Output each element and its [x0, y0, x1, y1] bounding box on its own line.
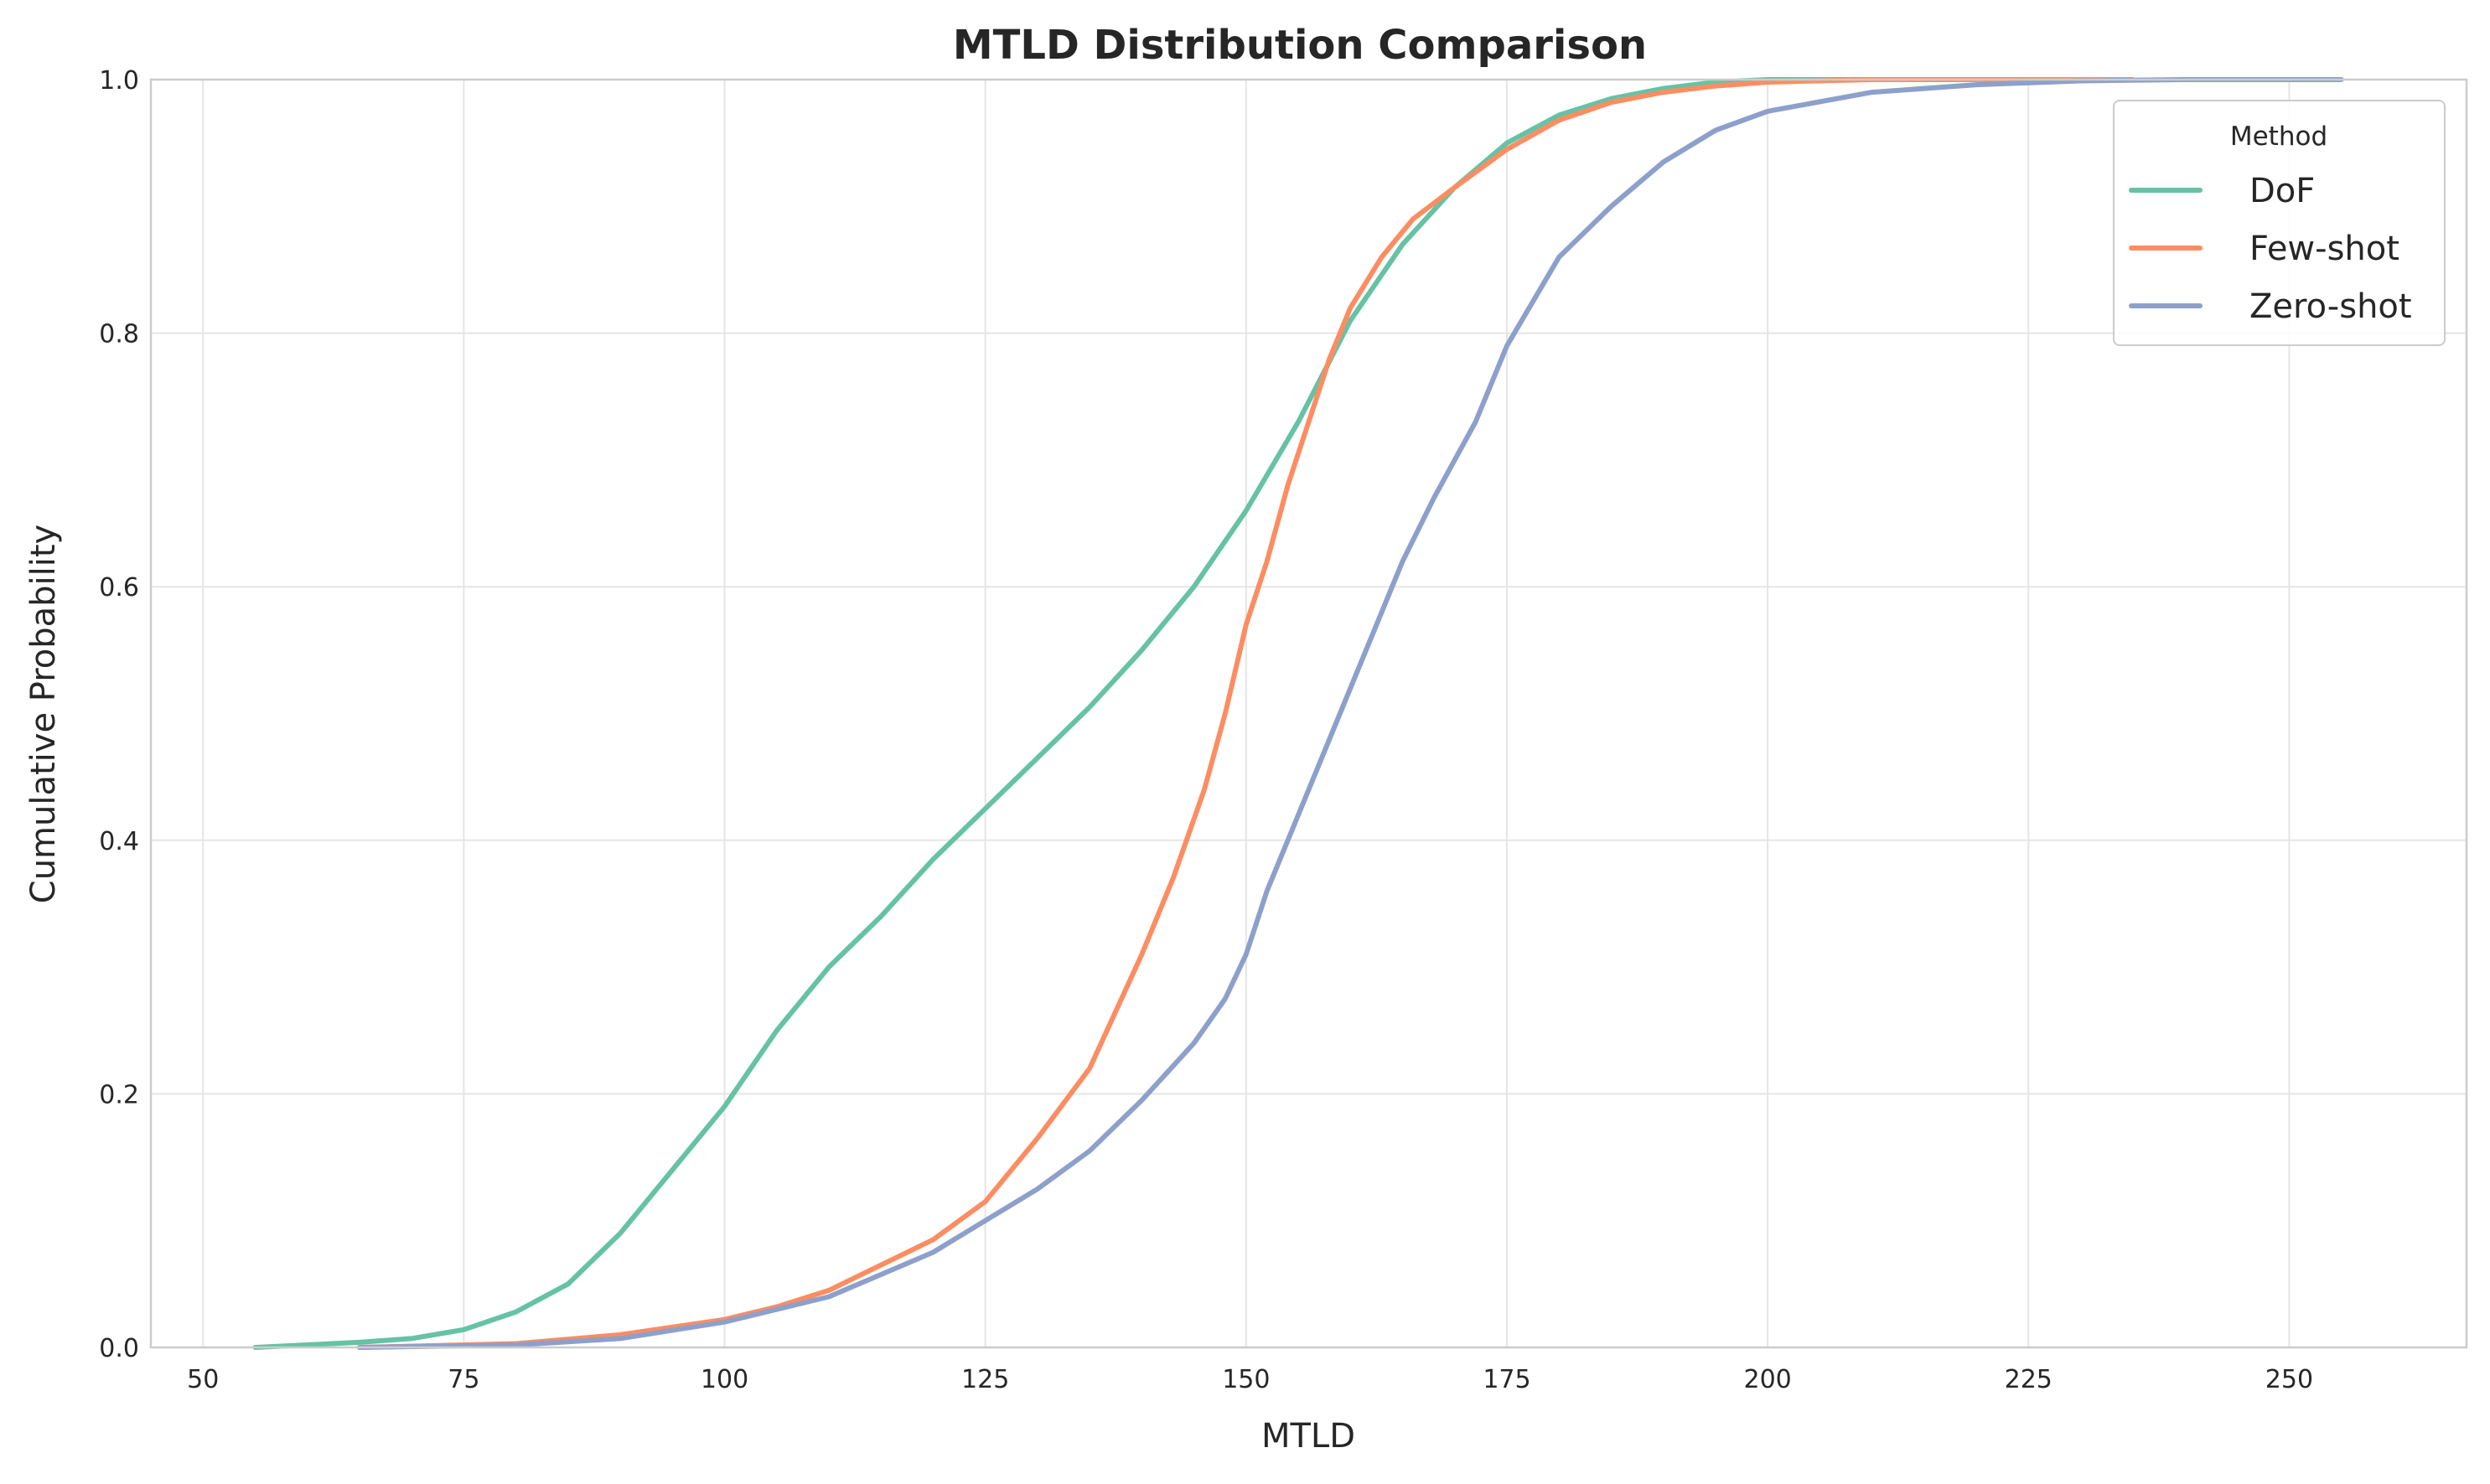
x-tick-label: 50: [187, 1365, 219, 1394]
legend-entries: DoF Few-shot Zero-shot: [2129, 172, 2412, 326]
plot-area-frame: [149, 78, 2468, 1349]
x-tick-label: 100: [701, 1365, 748, 1394]
x-tick-label: 250: [2265, 1365, 2313, 1394]
legend-label: Few-shot: [2249, 230, 2399, 268]
legend-item-dof: DoF: [2129, 172, 2315, 210]
legend-item-few-shot: Few-shot: [2129, 230, 2399, 268]
x-tick-label: 200: [1743, 1365, 1791, 1394]
series-lines: [252, 77, 2344, 1350]
chart-title: MTLD Distribution Comparison: [953, 22, 1647, 69]
x-tick-label: 75: [448, 1365, 479, 1394]
y-axis-label: Cumulative Probability: [24, 525, 63, 903]
y-tick-label: 0.8: [99, 320, 139, 349]
y-tick-label: 0.6: [99, 573, 139, 602]
series-line-dof: [252, 77, 1979, 1350]
x-axis-label: MTLD: [1261, 1417, 1355, 1456]
x-tick-label: 150: [1222, 1365, 1270, 1394]
y-tick-label: 0.4: [99, 827, 139, 856]
series-line-zero-shot: [356, 77, 2344, 1350]
x-tick-label: 125: [961, 1365, 1009, 1394]
legend-title: Method: [2230, 122, 2327, 152]
tick-labels: 50 75 100 125 150 175 200 225 250 0.0 0.2 0.4 0.6 0.8…: [99, 66, 2313, 1394]
legend-label: DoF: [2249, 172, 2315, 210]
y-tick-label: 1.0: [99, 66, 139, 96]
y-tick-label: 0.2: [99, 1080, 139, 1109]
legend: Method DoF Few-shot Zero-shot: [2113, 100, 2446, 346]
y-tick-label: 0.0: [99, 1334, 139, 1363]
x-tick-label: 175: [1483, 1365, 1530, 1394]
x-tick-label: 225: [2005, 1365, 2053, 1394]
series-line-few-shot: [356, 77, 2135, 1350]
legend-box: [2113, 100, 2446, 346]
legend-label: Zero-shot: [2249, 287, 2412, 326]
legend-item-zero-shot: Zero-shot: [2129, 287, 2412, 326]
